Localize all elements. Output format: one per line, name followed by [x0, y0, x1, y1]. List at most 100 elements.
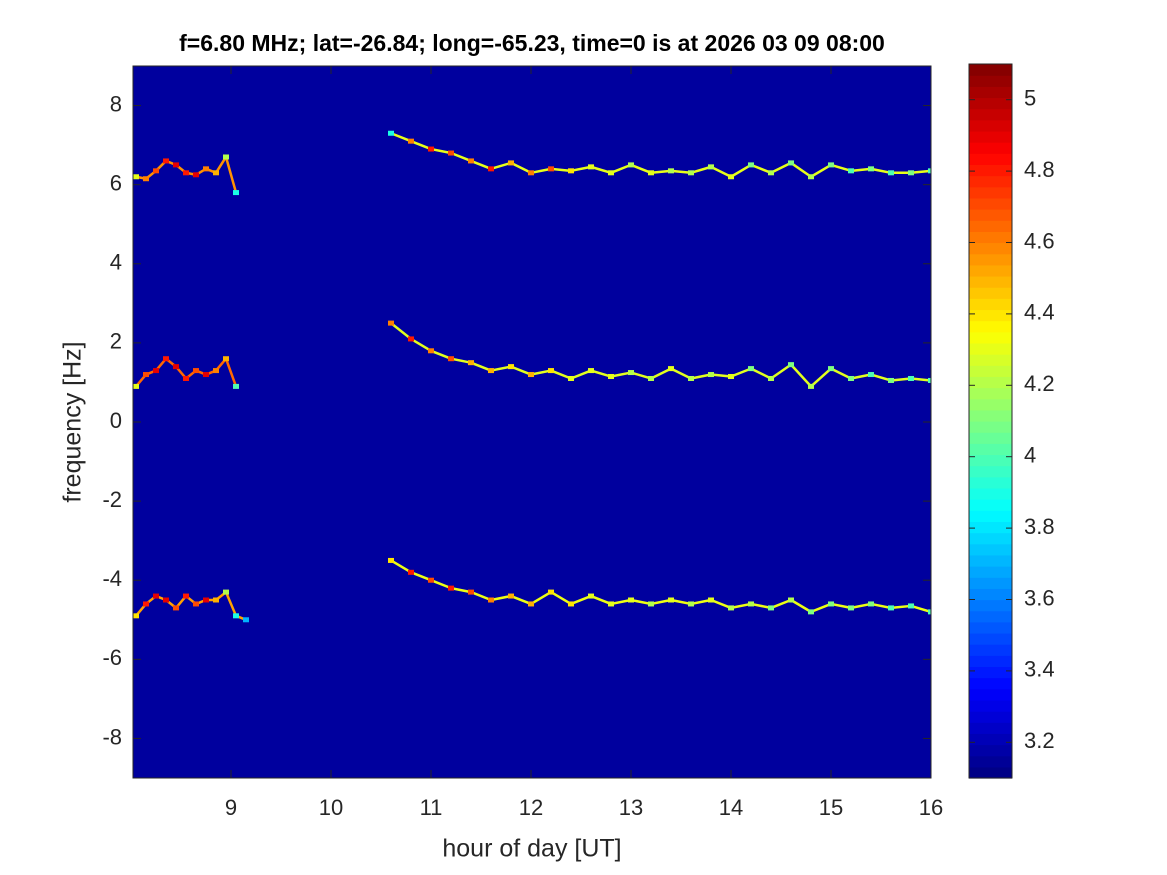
colorbar-tick-label: 5 — [1024, 86, 1036, 111]
trace-point — [488, 166, 494, 172]
y-tick-label: 2 — [110, 329, 122, 354]
colorbar-swatch — [969, 365, 1012, 377]
colorbar-swatch — [969, 153, 1012, 166]
colorbar-swatch — [969, 275, 1012, 288]
trace-point — [183, 593, 189, 599]
trace-point — [688, 170, 694, 176]
trace-point — [173, 364, 179, 370]
trace-point — [183, 375, 189, 381]
trace-point — [728, 605, 734, 611]
colorbar-swatch — [969, 130, 1012, 143]
colorbar-swatch — [969, 209, 1012, 221]
colorbar-swatch — [969, 197, 1012, 210]
plot-area — [133, 66, 931, 778]
colorbar-swatch — [969, 64, 1012, 76]
trace-point — [213, 170, 219, 176]
trace-point — [468, 589, 474, 595]
trace-point — [708, 372, 714, 378]
trace-point — [193, 172, 199, 178]
colorbar-swatch — [969, 75, 1012, 87]
colorbar-swatch — [969, 510, 1012, 523]
x-axis-label: hour of day [UT] — [442, 835, 621, 863]
colorbar-swatch — [969, 722, 1012, 734]
trace-point — [688, 375, 694, 381]
trace-point — [388, 557, 394, 563]
colorbar-swatch — [969, 610, 1012, 623]
trace-point — [193, 368, 199, 374]
colorbar-tick-label: 4.6 — [1024, 228, 1055, 253]
trace-point — [788, 597, 794, 603]
trace-point — [928, 377, 931, 383]
colorbar-swatch — [969, 755, 1012, 768]
trace-point — [233, 613, 239, 619]
trace-point — [153, 368, 159, 374]
trace-point — [908, 170, 914, 176]
trace-point — [568, 375, 574, 381]
trace-point — [508, 364, 514, 370]
trace-point — [768, 605, 774, 611]
colorbar-swatch — [969, 465, 1012, 478]
trace-point — [688, 601, 694, 607]
trace-point — [608, 374, 614, 380]
trace-point — [448, 150, 454, 156]
trace-point — [928, 609, 931, 615]
y-tick-label: -6 — [102, 645, 122, 670]
trace-point — [628, 370, 634, 376]
colorbar-swatch — [969, 409, 1012, 422]
traces — [133, 130, 931, 623]
colorbar-swatch — [969, 231, 1012, 244]
colorbar-swatch — [969, 666, 1012, 679]
colorbar-swatch — [969, 220, 1012, 232]
trace-point — [628, 162, 634, 168]
y-axis-label: frequency [Hz] — [59, 341, 87, 502]
trace-point — [428, 577, 434, 583]
chart-title: f=6.80 MHz; lat=-26.84; long=-65.23, tim… — [179, 30, 885, 56]
y-tick-label: 4 — [110, 250, 122, 275]
trace-point — [428, 348, 434, 354]
trace-point — [468, 158, 474, 164]
trace-point — [588, 593, 594, 599]
trace-point — [133, 613, 139, 619]
trace-point — [153, 593, 159, 599]
y-tick-label: 0 — [110, 408, 122, 433]
trace-point — [808, 174, 814, 180]
trace-point — [163, 158, 169, 164]
x-tick-label: 10 — [319, 795, 343, 820]
colorbar-swatch — [969, 287, 1012, 299]
trace-point — [828, 366, 834, 372]
trace-point — [748, 366, 754, 372]
trace-point — [408, 138, 414, 144]
trace-point — [888, 605, 894, 611]
colorbar-swatch — [969, 443, 1012, 456]
trace-point — [668, 168, 674, 174]
colorbar-swatch — [969, 554, 1012, 567]
trace-point — [173, 605, 179, 611]
trace-point — [768, 375, 774, 381]
colorbar-swatch — [969, 97, 1012, 110]
colorbar-swatch — [969, 543, 1012, 556]
trace-point — [143, 176, 149, 182]
trace-point — [388, 320, 394, 326]
trace-point — [768, 170, 774, 176]
colorbar-swatch — [969, 577, 1012, 589]
colorbar-swatch — [969, 398, 1012, 411]
trace-point — [173, 162, 179, 168]
trace-point — [668, 597, 674, 603]
trace-line — [390, 559, 931, 614]
trace-line — [390, 132, 931, 179]
trace-point — [908, 375, 914, 381]
trace-point — [203, 166, 209, 172]
colorbar-swatch — [969, 487, 1012, 500]
trace-point — [233, 190, 239, 196]
colorbar-swatch — [969, 253, 1012, 266]
trace-point — [133, 174, 139, 180]
trace-point — [528, 601, 534, 607]
trace-point — [213, 368, 219, 374]
colorbar-tick-label: 3.6 — [1024, 585, 1055, 610]
trace-point — [728, 374, 734, 380]
colorbar-swatch — [969, 521, 1012, 534]
y-tick-label: -4 — [102, 566, 122, 591]
trace-point — [488, 368, 494, 374]
colorbar-swatch — [969, 142, 1012, 154]
colorbar-swatch — [969, 376, 1012, 389]
